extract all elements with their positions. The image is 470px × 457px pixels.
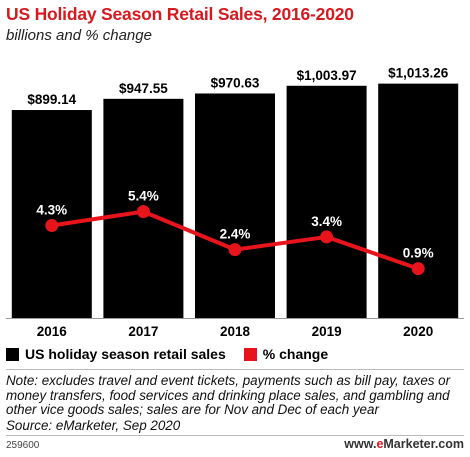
bar-2016 (11, 110, 92, 318)
brand-logo[interactable]: www.eMarketer.com (344, 437, 464, 451)
brand-e: e (376, 437, 384, 451)
chart-title: US Holiday Season Retail Sales, 2016-202… (6, 4, 354, 24)
chart-subtitle: billions and % change (6, 27, 152, 44)
legend-swatch-line (243, 347, 257, 361)
legend-item-line: % change (243, 346, 329, 362)
bar-label-2018: $970.63 (211, 75, 260, 90)
legend-swatch-bars (6, 347, 19, 361)
brand-prefix: www. (344, 437, 377, 451)
footer-divider (6, 435, 464, 436)
bar-label-2020: $1,013.26 (388, 66, 449, 81)
line-point-2020 (411, 262, 425, 276)
brand-rest: Marketer.com (383, 437, 464, 451)
line-point-2018 (228, 243, 242, 257)
bar-2020 (378, 83, 459, 318)
line-point-2016 (45, 219, 59, 233)
legend: US holiday season retail sales % change (6, 346, 346, 362)
line-label-2018: 2.4% (220, 227, 251, 242)
line-label-2020: 0.9% (403, 246, 434, 261)
bar-2019 (286, 85, 367, 318)
x-tick-label-2019: 2019 (312, 324, 342, 339)
line-label-2019: 3.4% (311, 214, 342, 229)
chart-id: 259600 (6, 440, 40, 451)
line-point-2019 (320, 230, 334, 244)
line-point-2017 (136, 205, 150, 219)
legend-label-line: % change (262, 346, 329, 362)
x-tick-label-2018: 2018 (220, 324, 251, 339)
bar-label-2019: $1,003.97 (297, 68, 357, 83)
chart-source: Source: eMarketer, Sep 2020 (6, 418, 181, 433)
x-tick-label-2020: 2020 (403, 324, 433, 339)
chart-note: Note: excludes travel and event tickets,… (6, 373, 451, 417)
legend-label-bars: US holiday season retail sales (25, 346, 226, 362)
line-label-2016: 4.3% (36, 203, 67, 218)
line-label-2017: 5.4% (128, 189, 159, 204)
chart-plot: $899.14 $947.55 $970.63 $1,003.97 $1,013.26 4… (6, 66, 464, 339)
x-tick-label-2017: 2017 (128, 324, 158, 339)
note-divider (6, 369, 464, 370)
bar-label-2017: $947.55 (119, 81, 168, 96)
legend-item-bars: US holiday season retail sales (6, 346, 226, 362)
bar-label-2016: $899.14 (27, 92, 76, 107)
bar-2018 (195, 93, 275, 318)
x-tick-label-2016: 2016 (37, 324, 68, 339)
